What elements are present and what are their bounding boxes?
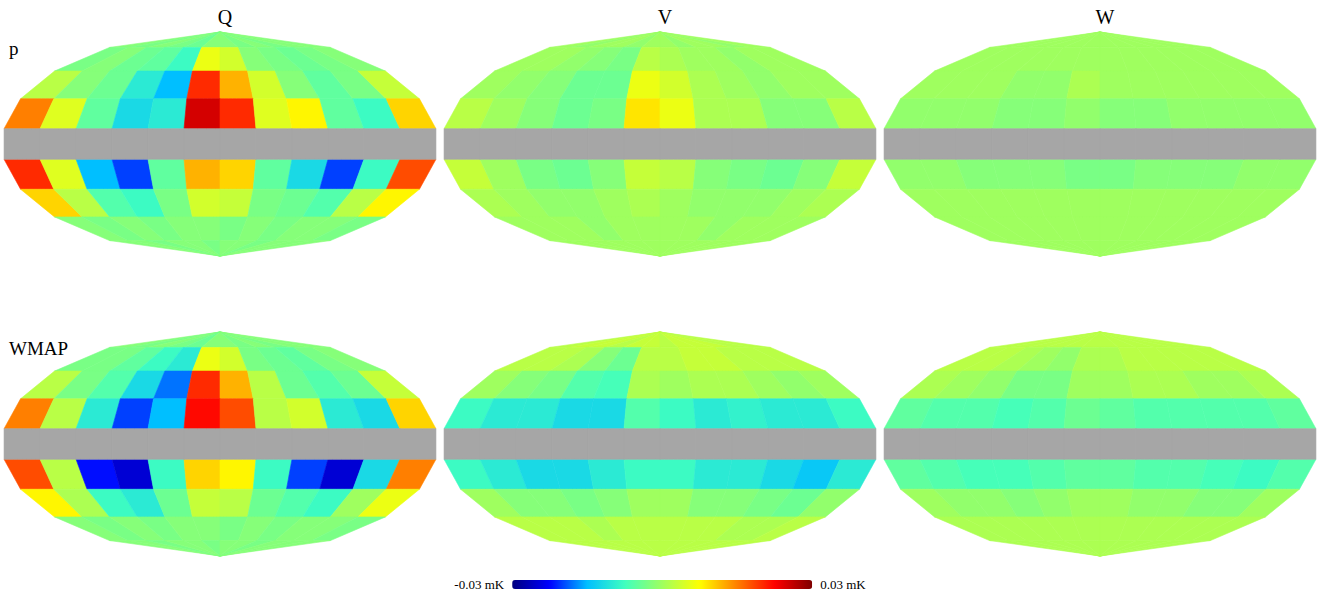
svg-text:WMAP: WMAP	[9, 338, 68, 359]
svg-text:-0.03 mK: -0.03 mK	[454, 577, 504, 592]
svg-text:0.03 mK: 0.03 mK	[820, 577, 866, 592]
svg-text:V: V	[658, 6, 673, 28]
svg-text:W: W	[1096, 6, 1115, 28]
svg-text:p: p	[9, 38, 19, 59]
svg-text:Q: Q	[218, 6, 233, 28]
